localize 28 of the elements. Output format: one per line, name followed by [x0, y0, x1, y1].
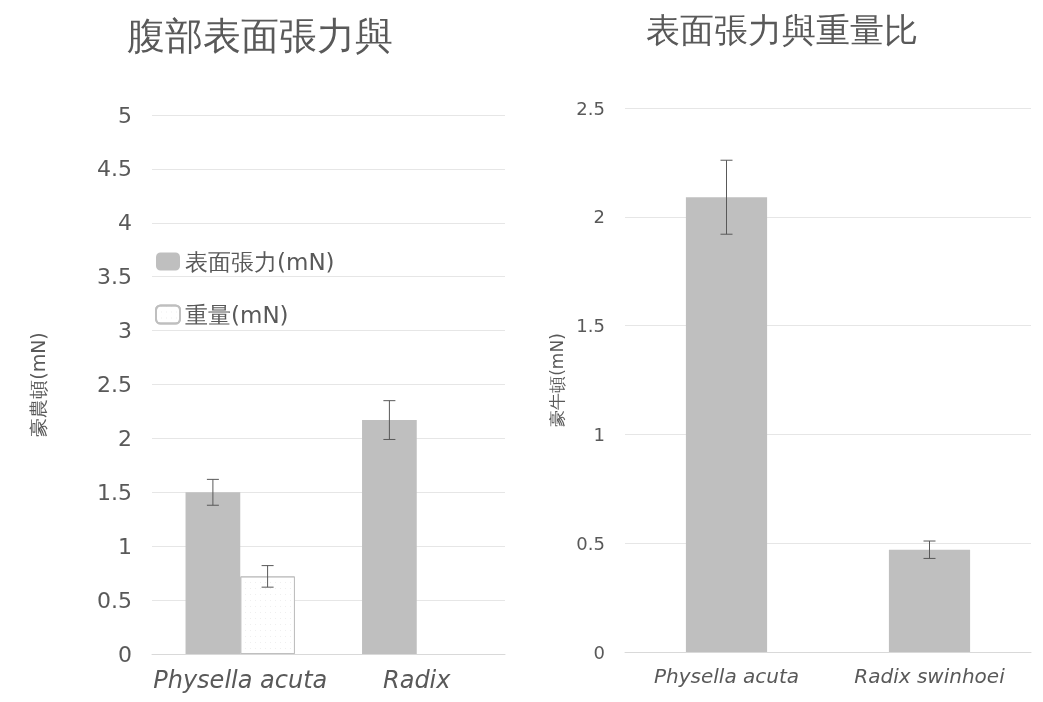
chart-title: 腹部表面張力與	[127, 14, 393, 58]
y-tick-label: 0	[118, 641, 132, 667]
x-tick-label: Physella acuta	[653, 664, 800, 688]
y-tick-label: 4.5	[97, 156, 132, 182]
y-tick-label: 2.5	[576, 97, 605, 119]
x-tick-label: Radix	[383, 666, 452, 694]
y-tick-label: 1	[593, 423, 605, 445]
x-tick-label: Radix swinhoei	[854, 664, 1006, 688]
y-tick-label: 0.5	[97, 587, 132, 613]
y-tick-label: 3	[118, 318, 132, 344]
chart-title: 表面張力與重量比	[645, 10, 918, 50]
y-tick-label: 3.5	[97, 264, 132, 290]
y-axis-title: 豪農頓(mN)	[26, 332, 49, 437]
legend-label: 重量(mN)	[185, 301, 289, 328]
bar	[362, 420, 417, 654]
y-tick-label: 0	[593, 641, 605, 663]
x-tick-label: Physella acuta	[153, 666, 328, 694]
y-axis-title: 豪牛頓(mN)	[546, 333, 567, 427]
y-tick-label: 2	[593, 206, 605, 228]
y-tick-label: 2.5	[97, 372, 132, 397]
y-tick-label: 1	[118, 533, 132, 559]
y-tick-label: 4	[118, 210, 132, 236]
y-tick-label: 0.5	[576, 532, 605, 554]
y-tick-label: 1.5	[576, 315, 605, 337]
y-tick-label: 1.5	[97, 479, 132, 505]
y-tick-label: 5	[118, 102, 132, 128]
legend-label: 表面張力(mN)	[185, 248, 335, 275]
y-tick-label: 2	[118, 425, 132, 451]
